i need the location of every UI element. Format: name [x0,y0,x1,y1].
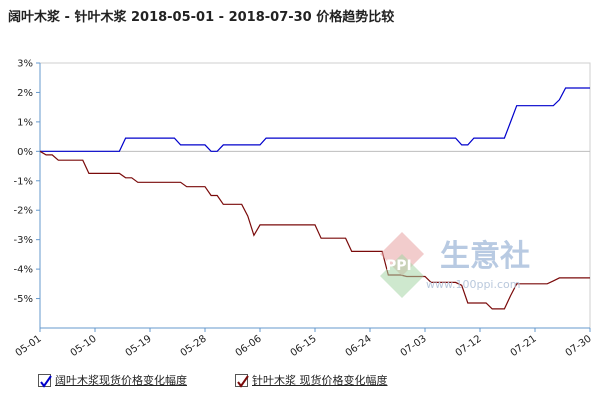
legend-label-series-1: 针叶木浆 现货价格变化幅度 [252,374,388,387]
check-icon [40,374,52,388]
y-tick-label: -4% [14,265,33,276]
series-group [39,87,590,310]
x-tick-label: 05-10 [69,333,99,359]
series-line-1 [39,150,590,310]
legend-checkbox-series-1[interactable] [235,373,249,388]
watermark: PPI 生意社 www.100ppi.com [380,232,580,306]
check-icon [237,374,249,388]
y-axis: 3% 2% 1% 0% -1% -2% -3% -4% -5% [14,59,41,328]
x-tick-label: 05-01 [14,333,44,359]
y-tick-label: -2% [14,206,33,217]
legend-item-series-0[interactable]: 阔叶木浆现货价格变化幅度 [38,372,187,388]
x-tick-label: 07-21 [509,333,539,359]
series-line-0 [40,87,590,152]
watermark-brand: 生意社 [440,239,530,274]
y-tick-label: 2% [17,88,33,99]
x-axis: 05-01 05-10 05-19 05-28 06-06 06-15 06-24 07-03… [14,327,594,359]
y-tick-label: 1% [17,117,33,128]
x-tick-label: 07-03 [399,333,429,359]
y-tick-label: 0% [17,147,33,158]
watermark-logo-text: PPI [386,258,412,274]
watermark-logo: PPI 生意社 www.100ppi.com [380,232,530,298]
x-tick-label: 05-28 [179,333,209,359]
x-tick-label: 06-24 [344,333,374,359]
chart-title: 阔叶木浆 - 针叶木浆 2018-05-01 - 2018-07-30 价格趋势… [8,10,395,25]
legend-checkbox-series-0[interactable] [38,373,52,388]
y-tick-label: -1% [14,176,33,187]
x-tick-label: 06-06 [234,333,264,359]
y-tick-label: -3% [14,235,33,246]
x-tick-label: 07-12 [454,333,484,359]
y-tick-label: 3% [17,59,33,70]
x-tick-label: 05-19 [124,333,154,359]
legend-label-series-0: 阔叶木浆现货价格变化幅度 [55,374,187,387]
x-tick-label: 07-30 [564,333,594,359]
x-tick-label: 06-15 [289,333,319,359]
legend-item-series-1[interactable]: 针叶木浆 现货价格变化幅度 [235,372,388,388]
watermark-site: www.100ppi.com [426,278,520,291]
y-tick-label: -5% [14,294,33,305]
